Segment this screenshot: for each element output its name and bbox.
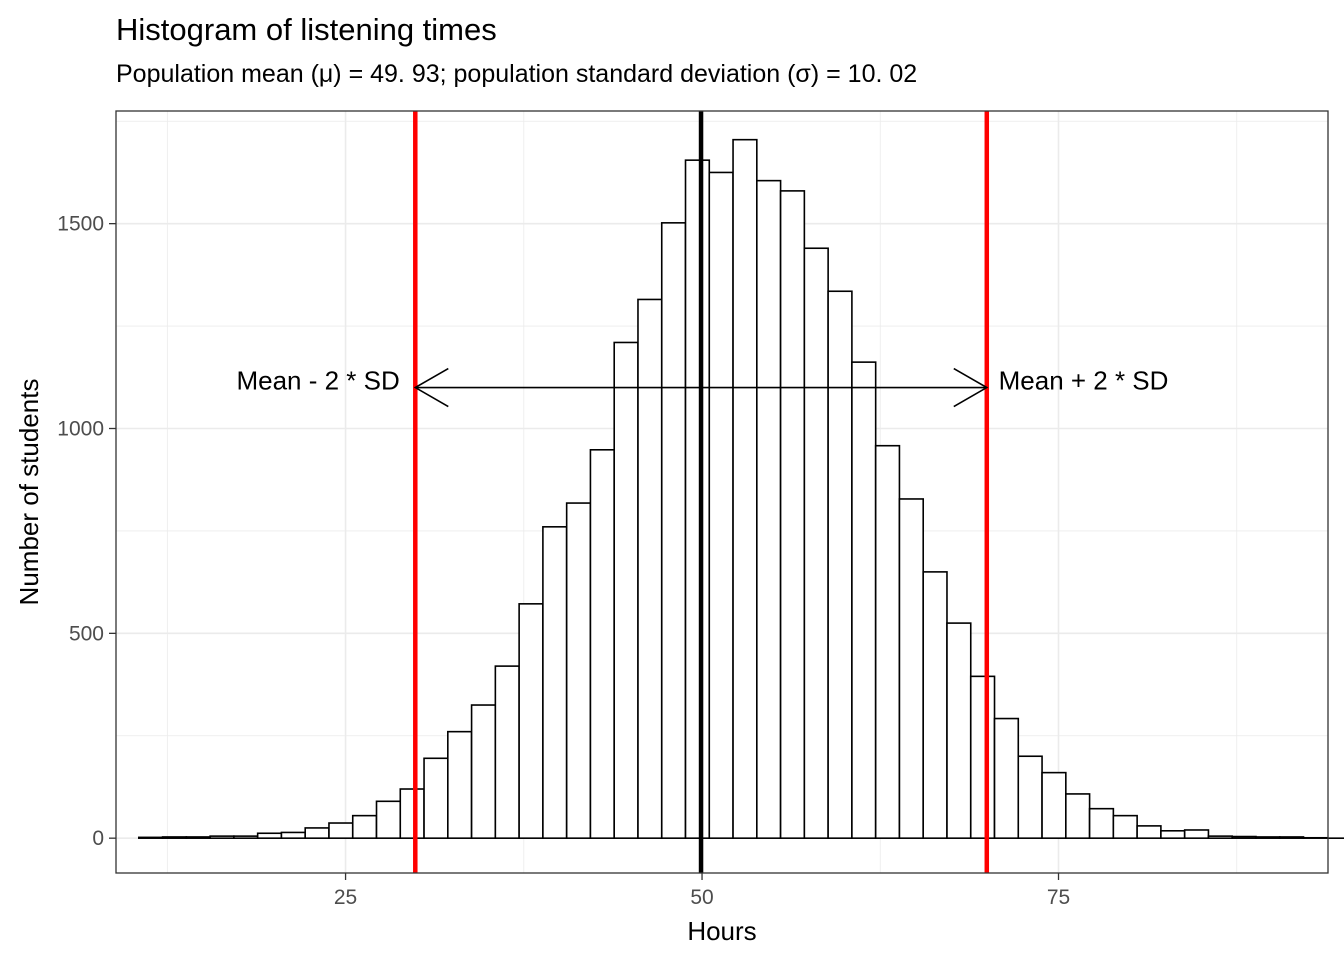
histogram-bar	[1112, 814, 1138, 839]
histogram-bar	[209, 835, 235, 839]
histogram-bar	[779, 190, 806, 839]
histogram-bar	[185, 836, 211, 839]
histogram-bar	[922, 571, 948, 839]
bars-layer	[138, 138, 1344, 839]
histogram-bar	[684, 159, 711, 839]
x-axis-title: Hours	[687, 916, 756, 946]
arrow-head-left	[413, 367, 449, 408]
histogram-bar	[1160, 830, 1186, 839]
chart-subtitle: Population mean (μ) = 49. 93; population…	[116, 60, 918, 88]
arrow-layer: Mean - 2 * SD Mean + 2 * SD	[236, 366, 1169, 408]
y-tick-label: 1000	[57, 418, 104, 441]
histogram-bar	[1041, 771, 1067, 839]
histogram-bar	[589, 449, 616, 839]
histogram-bar	[1183, 829, 1210, 839]
histogram-bar	[756, 179, 782, 839]
axis-layer: 25 50 75 0 500 1000 1500	[57, 213, 1070, 909]
histogram-bar	[1017, 755, 1043, 839]
histogram-bar	[494, 665, 520, 839]
histogram-bar	[1255, 836, 1281, 839]
histogram-bar	[518, 603, 544, 839]
histogram-bar	[660, 222, 687, 839]
histogram-bar	[256, 832, 283, 839]
histogram-bar	[1278, 836, 1305, 839]
histogram-bar	[732, 138, 758, 839]
histogram-bar	[803, 247, 829, 839]
histogram-bar	[1088, 807, 1115, 839]
histogram-bar	[898, 498, 925, 839]
histogram-bar	[827, 290, 853, 839]
histogram-bar	[1136, 825, 1162, 839]
x-tick-label: 25	[334, 886, 357, 909]
histogram-bar	[946, 622, 972, 839]
chart-title: Histogram of listening times	[116, 12, 497, 47]
histogram-bar	[304, 827, 330, 839]
histogram-bar	[447, 730, 473, 839]
x-tick-label: 50	[690, 886, 713, 909]
histogram-bar	[233, 835, 259, 839]
arrow-head-right	[953, 367, 989, 408]
histogram-bar	[470, 704, 497, 839]
histogram-bar	[1207, 835, 1234, 839]
histogram-bar	[993, 717, 1020, 839]
y-tick-label: 500	[69, 622, 104, 645]
histogram-bar	[542, 526, 568, 839]
histogram-bar	[1065, 793, 1091, 839]
annotation-minus-2sd: Mean - 2 * SD	[236, 366, 399, 396]
histogram-bar	[613, 341, 639, 839]
vlines-layer	[413, 111, 990, 873]
histogram-bar	[1231, 835, 1257, 839]
y-axis-title: Number of students	[14, 379, 44, 606]
histogram-bar	[280, 831, 307, 839]
histogram-bar	[423, 757, 449, 839]
histogram-bar	[874, 444, 901, 839]
histogram-bar	[328, 822, 354, 839]
annotation-plus-2sd: Mean + 2 * SD	[999, 366, 1169, 396]
histogram-bar	[708, 171, 734, 839]
histogram-bar	[138, 836, 164, 839]
y-tick-label: 0	[92, 827, 104, 850]
histogram-bar	[399, 788, 425, 839]
histogram-bar	[637, 298, 663, 839]
histogram-bar	[565, 502, 592, 839]
x-tick-label: 75	[1047, 886, 1070, 909]
histogram-bar	[161, 836, 188, 839]
histogram-bar	[969, 675, 996, 839]
histogram-bar	[375, 800, 402, 839]
histogram-bar	[851, 361, 877, 839]
histogram-bar	[351, 814, 378, 839]
panel-border	[115, 110, 1329, 874]
y-tick-label: 1500	[57, 213, 104, 236]
